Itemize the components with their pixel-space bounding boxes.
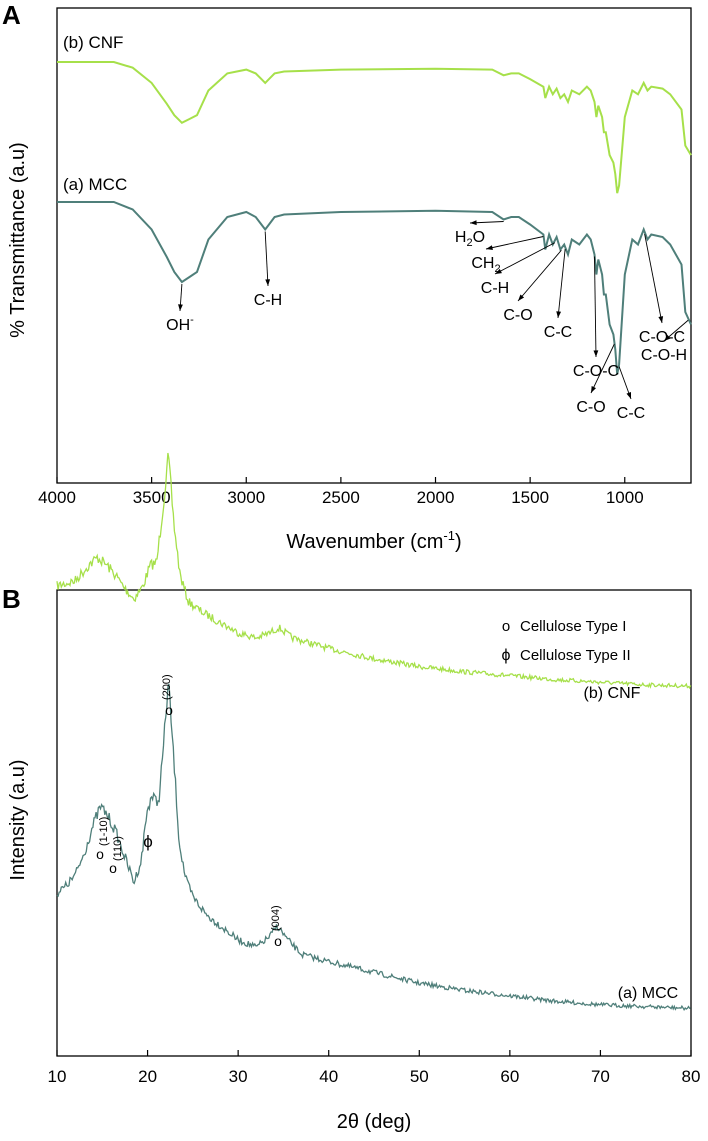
peak-label: (110): [112, 836, 124, 861]
annotation-arrowhead: [591, 386, 596, 393]
panel-a-ftir: 4000 3500 3000 2500 2000 1500 1000 (b) CNF (a)…: [7, 7, 692, 553]
peak-label: (004): [270, 905, 282, 931]
annotation-arrowhead: [486, 245, 493, 250]
x-tick-label: 1500: [511, 488, 549, 507]
panel-a-letter: A: [2, 0, 21, 30]
x-tick-label: 20: [138, 1067, 157, 1086]
series-line-cnf-xrd: [56, 452, 692, 690]
annotation-arrowhead: [658, 316, 664, 323]
annotation-arrow: [494, 242, 555, 275]
panel-b-frame: [56, 589, 692, 1057]
x-tick-label: 1000: [606, 488, 644, 507]
peak-marker: o: [96, 846, 104, 862]
peak-label: (200): [161, 674, 173, 700]
label-cnf-xrd: (b) CNF: [584, 685, 641, 702]
x-tick-label: 80: [682, 1067, 701, 1086]
x-tick-label: 10: [48, 1067, 67, 1086]
annotation-arrow: [485, 236, 544, 250]
annotation-arrow: [644, 233, 663, 324]
annotation-arrowhead: [664, 334, 671, 341]
series-line-mcc-xrd: [56, 683, 691, 1011]
x-tick-label: 3000: [227, 488, 265, 507]
annotation-arrowhead: [626, 392, 631, 399]
annotation-arrowhead: [265, 279, 271, 286]
annotation-arrow: [594, 256, 597, 358]
series-line-mcc-ftir: [57, 201, 692, 375]
x-tick-label: 2500: [322, 488, 360, 507]
panel-b-x-ticks: 10 20 30 40 50 60 70 80: [48, 1050, 701, 1086]
peak-marker: o: [109, 860, 117, 876]
panel-b-xrd: 10 20 30 40 50 60 70 80 (b) CNF (a) MCC o Cellu…: [7, 452, 701, 1133]
annotation-label: C-H: [481, 280, 509, 297]
panel-b-y-axis-title: Intensity (a.u): [7, 759, 29, 880]
label-cnf-ftir: (b) CNF: [63, 33, 123, 52]
annotation-arrowhead: [518, 294, 525, 301]
annotation-arrowhead: [495, 268, 502, 274]
panel-a-y-axis-title: % Transmittance (a.u): [7, 142, 29, 338]
annotation-label: C-O: [503, 307, 532, 324]
legend: o Cellulose Type I ϕ Cellulose Type II: [502, 618, 631, 664]
annotation-label: OH-: [166, 314, 194, 334]
annotation-arrowhead: [470, 220, 477, 226]
series-line-cnf-ftir: [57, 61, 692, 194]
annotation-label: C-O-H: [641, 347, 687, 364]
annotation-arrow: [517, 249, 562, 302]
x-tick-label: 60: [500, 1067, 519, 1086]
panel-b-letter: B: [2, 584, 21, 614]
x-tick-label: 2000: [417, 488, 455, 507]
annotation-arrow: [264, 231, 269, 287]
label-mcc-xrd: (a) MCC: [618, 985, 678, 1002]
label-mcc-ftir: (a) MCC: [63, 175, 127, 194]
annotation-arrowhead: [593, 350, 599, 357]
x-tick-label: 4000: [38, 488, 76, 507]
x-tick-label: 3500: [133, 488, 171, 507]
annotation-label: CH2: [471, 255, 500, 275]
peak-label: (1-10): [98, 817, 110, 846]
annotation-arrowhead: [556, 311, 562, 318]
peak-marker: o: [274, 933, 282, 949]
annotation-label: C-O: [576, 399, 605, 416]
legend-symbol-type-i: o: [502, 618, 510, 635]
annotation-label: H2O: [455, 229, 485, 249]
peak-marker: o: [165, 702, 173, 718]
annotation-label: C-O-C: [639, 329, 685, 346]
legend-symbol-type-ii: ϕ: [502, 647, 511, 664]
annotation-arrow: [557, 248, 566, 319]
x-tick-label: 30: [229, 1067, 248, 1086]
panel-a-x-ticks: 4000 3500 3000 2500 2000 1500 1000: [38, 477, 644, 507]
annotation-arrowhead: [178, 304, 183, 311]
panel-b-x-axis-title: 2θ (deg): [337, 1111, 412, 1133]
x-tick-label: 40: [319, 1067, 338, 1086]
annotation-label: C-C: [544, 324, 572, 341]
peak-marker: ϕ: [143, 832, 153, 851]
panel-a-x-axis-title: Wavenumber (cm-1): [286, 528, 461, 553]
annotation-label: C-C: [617, 405, 645, 422]
legend-label-type-ii: Cellulose Type II: [520, 647, 631, 664]
legend-label-type-i: Cellulose Type I: [520, 618, 626, 635]
panel-a-frame: [56, 7, 692, 484]
x-tick-label: 70: [591, 1067, 610, 1086]
panel-b-annotations: o(1-10)o(110) ϕo(200)o(004): [96, 674, 282, 949]
annotation-label: C-O-C: [573, 363, 619, 380]
annotation-arrow: [590, 343, 615, 394]
annotation-label: C-H: [254, 292, 282, 309]
x-tick-label: 50: [410, 1067, 429, 1086]
